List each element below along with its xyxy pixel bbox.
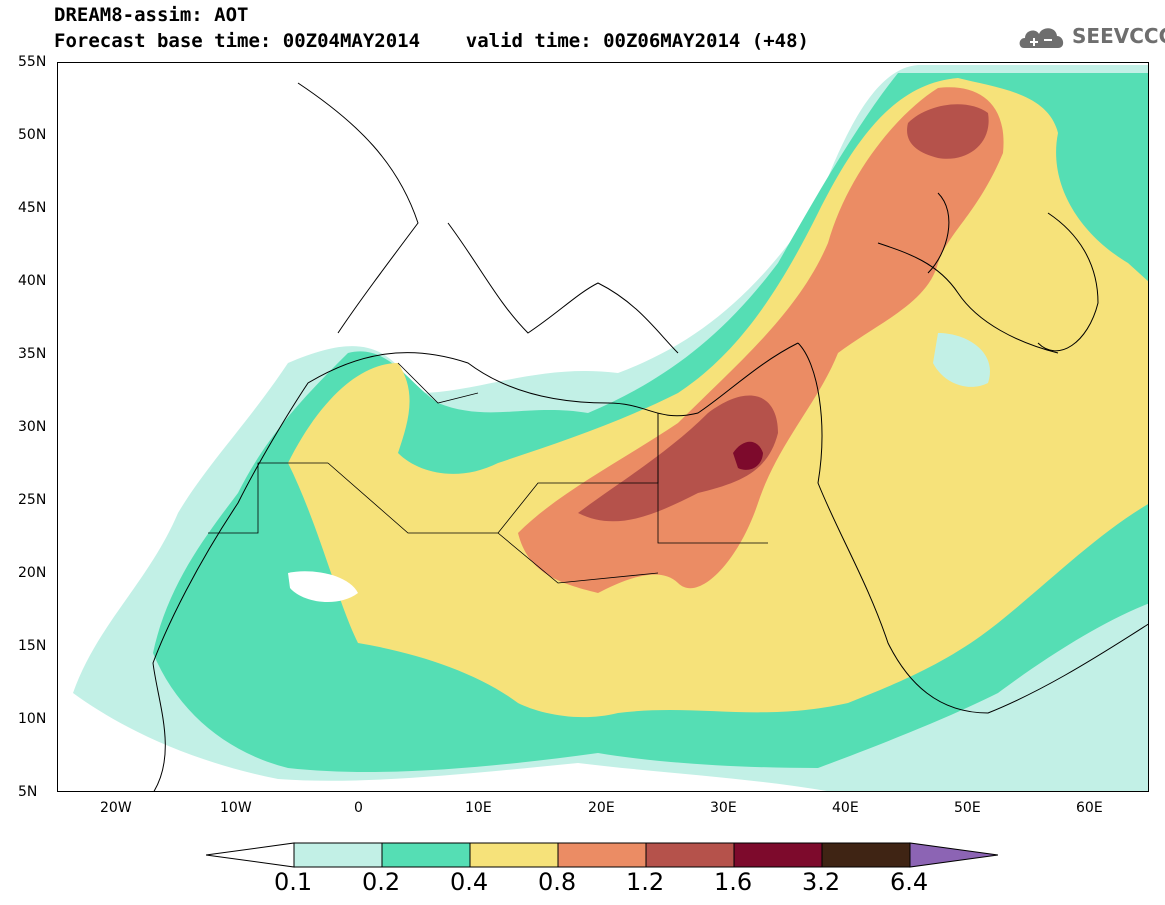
aot-band-1.6: [733, 441, 763, 470]
colorbar-label: 0.1: [274, 868, 313, 896]
colorbar-swatch: [557, 842, 647, 868]
map-area: [57, 62, 1149, 792]
colorbar: [206, 842, 998, 868]
colorbar-label: 1.2: [626, 868, 665, 896]
lat-tick: 5N: [18, 784, 38, 800]
logo-text: SEEVCCC: [1072, 24, 1165, 48]
lon-tick: 40E: [832, 800, 859, 816]
lat-tick: 40N: [18, 273, 47, 289]
chart-subtitle: Forecast base time: 00Z04MAY2014 valid t…: [54, 30, 809, 52]
lat-tick: 50N: [18, 127, 47, 143]
lat-tick: 30N: [18, 419, 47, 435]
lon-tick: 30E: [710, 800, 737, 816]
lat-tick: 10N: [18, 711, 47, 727]
lon-tick: 0: [354, 800, 363, 816]
aot-band-1.2: [578, 104, 989, 522]
colorbar-label: 1.6: [714, 868, 753, 896]
lon-tick: 10W: [220, 800, 252, 816]
colorbar-label: 6.4: [890, 868, 929, 896]
colorbar-label: 0.2: [362, 868, 401, 896]
cloud-icon: [1019, 28, 1064, 48]
colorbar-low-triangle: [206, 842, 295, 868]
chart-title: DREAM8-assim: AOT: [54, 4, 249, 26]
lat-tick: 25N: [18, 492, 47, 508]
aot-field: [73, 65, 1148, 791]
colorbar-label: 3.2: [802, 868, 841, 896]
aot-band-0.8: [518, 87, 1004, 593]
colorbar-swatch: [733, 842, 823, 868]
borders: [208, 362, 768, 584]
colorbar-swatch: [645, 842, 735, 868]
lat-tick: 55N: [18, 54, 47, 70]
lat-tick: 35N: [18, 346, 47, 362]
colorbar-swatch: [821, 842, 911, 868]
colorbar-swatch: [293, 842, 383, 868]
lon-tick: 10E: [465, 800, 492, 816]
lon-tick: 20W: [100, 800, 132, 816]
lon-tick: 60E: [1076, 800, 1103, 816]
colorbar-label: 0.8: [538, 868, 577, 896]
lat-tick: 20N: [18, 565, 47, 581]
lat-tick: 15N: [18, 638, 47, 654]
lon-tick: 20E: [588, 800, 615, 816]
colorbar-label: 0.4: [450, 868, 489, 896]
coastlines: [152, 82, 1148, 791]
lon-tick: 50E: [954, 800, 981, 816]
colorbar-swatch: [381, 842, 471, 868]
seevccc-logo: SEEVCCC: [1016, 20, 1165, 56]
lat-tick: 45N: [18, 200, 47, 216]
colorbar-swatch: [469, 842, 559, 868]
colorbar-high-triangle: [909, 842, 998, 868]
